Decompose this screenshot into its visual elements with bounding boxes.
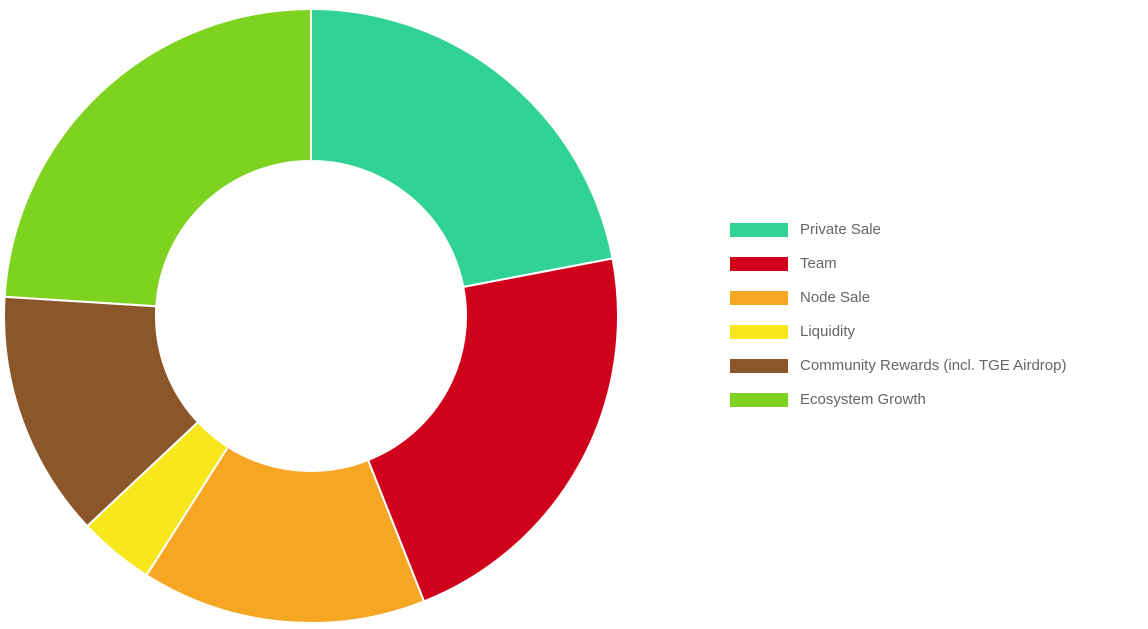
- legend-swatch[interactable]: [730, 291, 788, 305]
- legend-swatch[interactable]: [730, 223, 788, 237]
- slice: [3, 7, 312, 308]
- legend-label[interactable]: Team: [800, 255, 837, 272]
- legend-swatch[interactable]: [730, 325, 788, 339]
- legend-swatch[interactable]: [730, 257, 788, 271]
- legend-swatch[interactable]: [730, 393, 788, 407]
- legend-label[interactable]: Community Rewards (incl. TGE Airdrop): [800, 357, 1066, 374]
- legend-label[interactable]: Private Sale: [800, 221, 881, 238]
- legend-label[interactable]: Liquidity: [800, 323, 856, 340]
- slice: [366, 257, 619, 603]
- slice: [3, 295, 200, 528]
- legend-label[interactable]: Node Sale: [800, 289, 870, 306]
- legend-label[interactable]: Ecosystem Growth: [800, 391, 926, 408]
- slice: [310, 7, 614, 289]
- legend-swatch[interactable]: [730, 359, 788, 373]
- slice: [145, 445, 426, 624]
